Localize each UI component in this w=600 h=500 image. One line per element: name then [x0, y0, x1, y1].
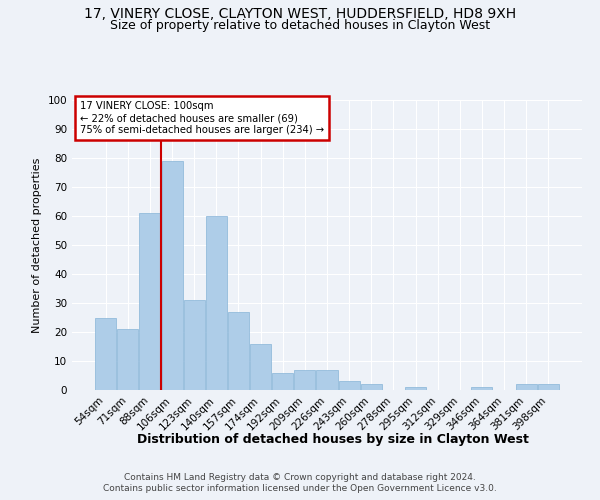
Bar: [538, 384, 559, 390]
Bar: [338, 382, 359, 390]
Bar: [250, 344, 271, 390]
Text: 17, VINERY CLOSE, CLAYTON WEST, HUDDERSFIELD, HD8 9XH: 17, VINERY CLOSE, CLAYTON WEST, HUDDERSF…: [84, 8, 516, 22]
Bar: [272, 372, 293, 390]
Bar: [228, 312, 249, 390]
Bar: [361, 384, 382, 390]
Bar: [95, 318, 116, 390]
Text: Contains public sector information licensed under the Open Government Licence v3: Contains public sector information licen…: [103, 484, 497, 493]
Bar: [118, 329, 139, 390]
Bar: [139, 213, 160, 390]
Bar: [472, 387, 493, 390]
Bar: [515, 384, 536, 390]
Y-axis label: Number of detached properties: Number of detached properties: [32, 158, 42, 332]
Bar: [161, 161, 182, 390]
Text: Size of property relative to detached houses in Clayton West: Size of property relative to detached ho…: [110, 19, 490, 32]
Bar: [184, 300, 205, 390]
Bar: [316, 370, 338, 390]
Bar: [295, 370, 316, 390]
Text: Distribution of detached houses by size in Clayton West: Distribution of detached houses by size …: [137, 432, 529, 446]
Bar: [405, 387, 426, 390]
Bar: [206, 216, 227, 390]
Text: 17 VINERY CLOSE: 100sqm
← 22% of detached houses are smaller (69)
75% of semi-de: 17 VINERY CLOSE: 100sqm ← 22% of detache…: [80, 102, 324, 134]
Text: Contains HM Land Registry data © Crown copyright and database right 2024.: Contains HM Land Registry data © Crown c…: [124, 472, 476, 482]
